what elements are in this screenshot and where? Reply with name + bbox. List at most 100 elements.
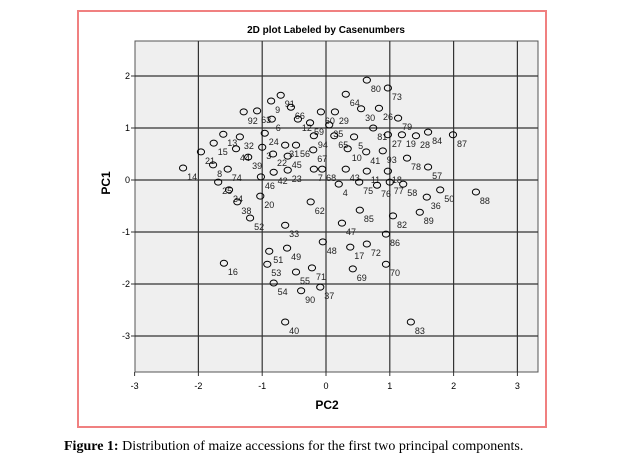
data-point [309,132,318,140]
point-label: 35 [333,129,343,139]
point-label: 78 [411,162,421,172]
point-label: 76 [381,189,391,199]
data-point [346,243,355,251]
point-label: 54 [278,287,288,297]
point-label: 3 [266,151,271,161]
data-point [281,318,290,326]
data-point [307,264,317,272]
point-label: 52 [254,222,264,232]
point-label: 49 [291,252,301,262]
data-point [286,103,296,111]
point-label: 9 [275,105,280,115]
plot-area [134,40,539,373]
data-point [423,163,433,171]
point-label: 60 [325,116,335,126]
data-point [239,108,248,116]
figure-caption: Figure 1: Distribution of maize accessio… [64,439,523,455]
point-label: 46 [265,181,275,191]
data-point [281,221,290,229]
point-label: 27 [392,139,402,149]
point-label: 90 [305,295,315,305]
data-point [244,153,253,161]
point-label: 81 [377,132,387,142]
data-point [267,97,276,105]
point-label: 92 [248,116,258,126]
point-label: 41 [370,156,380,166]
point-label: 58 [407,188,417,198]
data-point [471,188,481,196]
point-label: 8 [217,169,222,179]
x-tick-label: -3 [131,381,139,391]
point-label: 43 [350,173,360,183]
data-point [341,165,350,173]
data-point [399,180,408,188]
point-label: 33 [289,229,299,239]
data-point [397,131,407,139]
data-point [219,259,229,267]
data-point [245,214,255,222]
x-tick-label: 1 [387,381,392,391]
y-tick-label: 2 [125,71,130,81]
point-label: 75 [363,186,373,196]
point-label: 84 [432,136,442,146]
point-label: 24 [269,137,279,147]
data-point [330,132,339,140]
data-point [381,260,391,268]
grid-lines [135,41,538,372]
point-label: 94 [318,140,328,150]
data-point [231,145,241,153]
data-point [448,131,458,139]
y-axis-label: PC1 [99,171,113,195]
data-point [306,198,315,206]
point-label: 51 [273,255,283,265]
x-tick-label: 2 [451,381,456,391]
data-point [362,148,371,156]
x-axis-label: PC2 [315,398,339,412]
data-point [325,121,334,129]
data-point [209,139,218,147]
data-point [355,206,364,214]
point-label: 48 [327,246,337,256]
point-label: 42 [278,176,288,186]
y-tick-label: 1 [125,123,130,133]
point-label: 6 [276,123,281,133]
data-point [316,108,325,116]
data-point [283,152,292,160]
data-point [309,146,318,154]
point-label: 13 [227,138,237,148]
data-point [378,147,387,155]
point-label: 28 [420,140,430,150]
point-label: 70 [390,268,400,278]
point-label: 16 [228,267,238,277]
point-label: 73 [392,92,402,102]
point-label: 38 [241,206,251,216]
data-point [355,178,364,186]
point-label: 93 [387,155,397,165]
data-point [265,247,274,255]
point-label: 17 [354,251,364,261]
point-label: 77 [394,186,404,196]
data-point [297,287,306,295]
point-label: 5 [358,141,363,151]
data-point [349,133,359,141]
data-point [388,212,398,220]
data-point [383,167,392,175]
data-point [196,148,206,156]
data-point [318,238,327,246]
data-point [263,260,272,268]
data-point [316,283,325,291]
data-point [233,198,242,206]
data-point [372,181,382,189]
point-label: 18 [392,175,402,185]
point-label: 30 [365,113,375,123]
point-label: 19 [406,139,416,149]
data-point [423,128,433,136]
data-point [283,166,292,174]
y-tick-label: -3 [122,331,130,341]
chart-title: 2D plot Labeled by Casenumbers [247,25,405,36]
point-label: 26 [383,112,393,122]
data-point [362,76,371,84]
point-label: 68 [326,173,336,183]
data-point [293,115,303,123]
